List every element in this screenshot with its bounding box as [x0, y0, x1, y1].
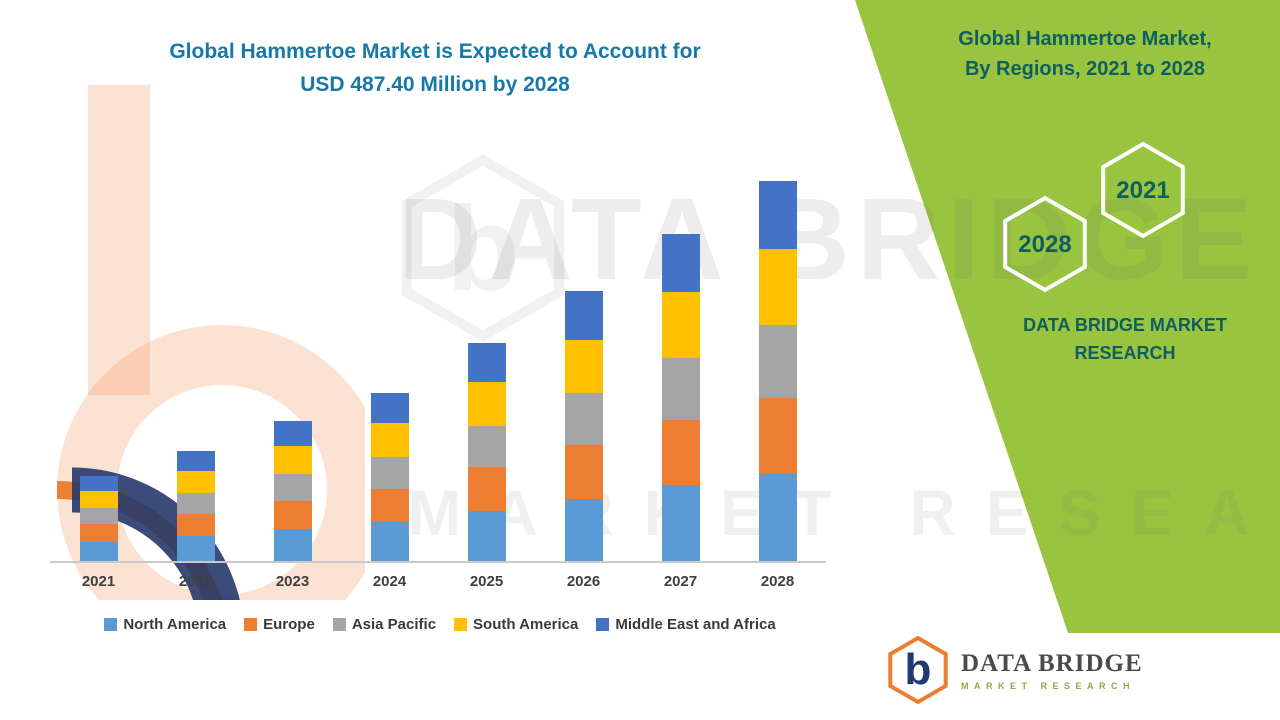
bar-segment-middle-east-and-africa — [661, 233, 700, 293]
bar-segment-north-america — [79, 541, 118, 561]
bar-2025 — [467, 342, 506, 561]
bar-segment-asia-pacific — [758, 325, 797, 398]
legend-label: North America — [123, 616, 227, 633]
bar-2027 — [661, 233, 700, 561]
legend-label: Middle East and Africa — [615, 616, 776, 633]
x-label-2028: 2028 — [760, 573, 795, 590]
side-panel-title: Global Hammertoe Market, By Regions, 202… — [925, 24, 1245, 84]
bar-2023 — [273, 420, 312, 561]
bar-segment-middle-east-and-africa — [79, 475, 118, 491]
chart-title-line1: Global Hammertoe Market is Expected to A… — [169, 40, 701, 63]
bar-segment-north-america — [564, 498, 603, 561]
watermark-hexagon-icon: b — [401, 154, 565, 342]
bar-segment-europe — [564, 444, 603, 499]
side-panel-brand-line2: RESEARCH — [1074, 342, 1176, 363]
plot-area — [50, 181, 826, 563]
legend-label: South America — [473, 616, 579, 633]
bar-segment-north-america — [176, 536, 215, 561]
legend-label: Europe — [263, 616, 315, 633]
bar-segment-north-america — [758, 473, 797, 561]
bar-2024 — [370, 393, 409, 561]
bar-segment-asia-pacific — [79, 507, 118, 525]
bar-segment-asia-pacific — [273, 474, 312, 501]
hexagon-2028-icon — [1003, 195, 1087, 293]
side-panel-title-line1: Global Hammertoe Market, — [958, 28, 1212, 50]
side-panel-brand-line1: DATA BRIDGE MARKET — [1023, 315, 1227, 335]
bar-segment-europe — [176, 514, 215, 537]
bar-segment-europe — [370, 488, 409, 522]
bar-2022 — [176, 451, 215, 561]
bar-segment-europe — [661, 419, 700, 486]
legend-item-europe: Europe — [244, 616, 315, 633]
legend-swatch-icon — [244, 618, 258, 631]
hexagon-2028-label: 2028 — [1018, 231, 1071, 258]
legend-item-middle-east-and-africa: Middle East and Africa — [596, 616, 776, 633]
bar-segment-south-america — [176, 471, 215, 494]
legend-swatch-icon — [596, 618, 610, 631]
bar-segment-north-america — [370, 522, 409, 561]
bar-segment-south-america — [370, 423, 409, 457]
chart-title-line2: USD 487.40 Million by 2028 — [300, 72, 570, 96]
bar-segment-south-america — [661, 292, 700, 358]
legend: North America Europe Asia Pacific South Ame… — [50, 616, 830, 633]
bar-segment-north-america — [467, 511, 506, 561]
legend-item-north-america: North America — [104, 616, 226, 633]
svg-text:b: b — [446, 182, 519, 316]
x-label-2026: 2026 — [566, 573, 601, 590]
bar-segment-middle-east-and-africa — [467, 342, 506, 383]
bar-segment-middle-east-and-africa — [758, 181, 797, 250]
legend-label: Asia Pacific — [351, 616, 437, 633]
x-label-2025: 2025 — [469, 573, 504, 590]
bar-segment-asia-pacific — [467, 426, 506, 468]
svg-text:b: b — [905, 645, 932, 694]
footer-brand-logo: b DATA BRIDGE MARKET RESEARCH — [885, 633, 1143, 707]
side-panel-brand: DATA BRIDGE MARKET RESEARCH — [1000, 312, 1250, 368]
footer-brand-subtitle: MARKET RESEARCH — [961, 680, 1136, 691]
bar-2021 — [79, 475, 118, 561]
hexagon-2021-icon — [1101, 141, 1185, 239]
bar-segment-europe — [79, 524, 118, 542]
legend-item-south-america: South America — [454, 616, 578, 633]
bar-2026 — [564, 291, 603, 561]
year-hexagons: 2028 2021 — [1003, 141, 1185, 293]
x-label-2023: 2023 — [275, 573, 310, 590]
bar-segment-north-america — [661, 485, 700, 561]
hexagon-2021-label: 2021 — [1116, 177, 1169, 204]
x-label-2022: 2022 — [178, 573, 213, 590]
bar-segment-south-america — [758, 249, 797, 326]
x-label-2021: 2021 — [81, 573, 116, 590]
bar-segment-south-america — [467, 382, 506, 427]
x-axis-labels: 2021 2022 2023 2024 2025 2026 2027 2028 — [50, 573, 826, 595]
x-label-2027: 2027 — [663, 573, 698, 590]
bar-segment-europe — [758, 397, 797, 474]
footer-brand-title: DATA BRIDGE — [961, 649, 1143, 677]
bar-segment-north-america — [273, 529, 312, 561]
bar-segment-south-america — [273, 446, 312, 475]
bar-2028 — [758, 181, 797, 561]
legend-swatch-icon — [454, 618, 468, 631]
legend-swatch-icon — [104, 618, 118, 631]
brand-hexagon-icon: b — [888, 635, 948, 705]
bar-segment-asia-pacific — [370, 456, 409, 489]
bar-segment-south-america — [564, 339, 603, 394]
bar-segment-asia-pacific — [564, 393, 603, 445]
bar-segment-europe — [467, 467, 506, 512]
bar-segment-south-america — [79, 490, 118, 508]
watermark-text-1: DATA BRIDGE — [398, 174, 1260, 304]
bar-segment-middle-east-and-africa — [176, 451, 215, 472]
bar-segment-asia-pacific — [176, 493, 215, 515]
side-panel-title-line2: By Regions, 2021 to 2028 — [964, 58, 1206, 80]
bar-segment-middle-east-and-africa — [564, 291, 603, 340]
bar-segment-europe — [273, 500, 312, 529]
x-label-2024: 2024 — [372, 573, 407, 590]
bar-segment-middle-east-and-africa — [370, 393, 409, 423]
bar-segment-middle-east-and-africa — [273, 420, 312, 447]
watermark-text-2: MARKET RESEARCH — [408, 477, 1280, 549]
chart-title: Global Hammertoe Market is Expected to A… — [90, 36, 780, 101]
legend-item-asia-pacific: Asia Pacific — [332, 616, 437, 633]
bar-segment-asia-pacific — [661, 357, 700, 420]
legend-swatch-icon — [332, 618, 346, 631]
